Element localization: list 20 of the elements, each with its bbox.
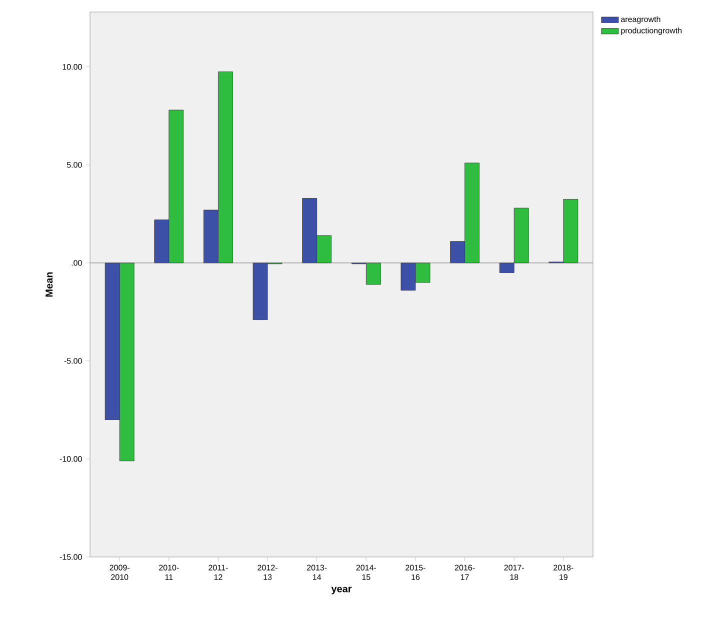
x-tick-label: 2012- 13 [258, 564, 278, 580]
x-axis-title: year [331, 586, 352, 594]
x-tick-label: 2014- 15 [356, 564, 376, 580]
y-tick-label: -10.00 [60, 456, 82, 462]
x-tick-label: 2013- 14 [307, 564, 327, 580]
y-tick-label: 10.00 [62, 64, 82, 70]
x-tick-label: 2009- 2010 [110, 564, 130, 580]
y-tick-label: .00 [72, 260, 82, 266]
legend-label: productiongrowth [621, 27, 682, 35]
y-axis-title: Mean [46, 272, 53, 297]
legend-label: areagrowth [621, 16, 660, 24]
y-tick-label: 5.00 [66, 162, 82, 168]
x-tick-label: 2018- 19 [554, 564, 574, 580]
y-tick-label: -15.00 [60, 554, 82, 560]
x-tick-label: 2011- 12 [208, 564, 228, 580]
x-tick-label: 2017- 18 [504, 564, 524, 580]
x-tick-label: 2015- 16 [406, 564, 426, 580]
x-tick-label: 2010- 11 [159, 564, 179, 580]
x-tick-label: 2016- 17 [454, 564, 475, 580]
y-tick-label: -5.00 [64, 358, 82, 364]
